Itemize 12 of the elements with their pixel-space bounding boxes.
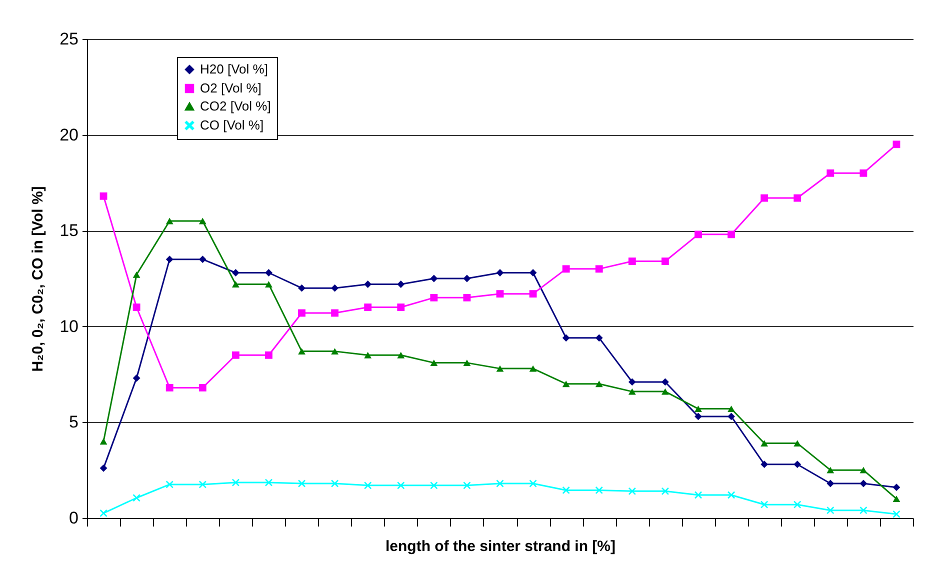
y-tick-label: 25 bbox=[60, 30, 78, 48]
legend-label: CO2 [Vol %] bbox=[200, 98, 271, 114]
y-tick-label: 5 bbox=[69, 412, 78, 432]
y-tick-label: 10 bbox=[60, 316, 78, 336]
y-tick-label: 15 bbox=[60, 221, 78, 240]
legend-label: O2 [Vol %] bbox=[200, 80, 262, 96]
y-tick-label: 20 bbox=[60, 125, 78, 144]
y-tick-label: 0 bbox=[69, 508, 78, 528]
legend-label: H20 [Vol %] bbox=[200, 62, 268, 76]
x-axis-title: length of the sinter strand in [%] bbox=[385, 538, 616, 555]
legend-label: CO [Vol %] bbox=[200, 118, 264, 132]
y-axis-title: H₂0, 0₂, C0₂, CO in [Vol %] bbox=[30, 186, 47, 372]
